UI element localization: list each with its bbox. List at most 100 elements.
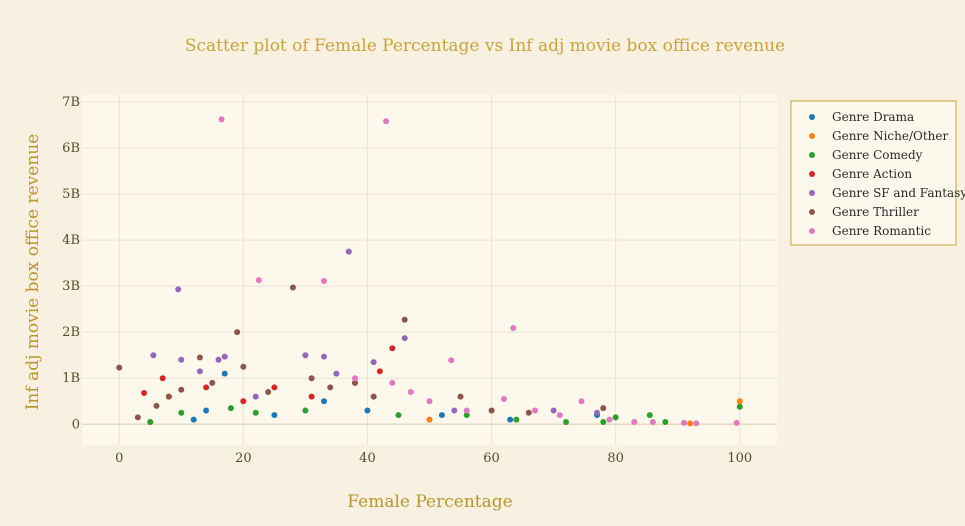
data-point xyxy=(178,409,185,416)
data-point xyxy=(203,384,210,391)
series-genre-sf-and-fantasy xyxy=(150,248,601,416)
data-point xyxy=(401,335,408,342)
legend-marker xyxy=(809,171,815,177)
data-point xyxy=(255,277,262,284)
y-tick-label: 3B xyxy=(62,279,80,294)
data-point xyxy=(178,386,185,393)
legend-entry: Genre Drama xyxy=(832,110,914,124)
data-point xyxy=(345,248,352,255)
legend-marker xyxy=(809,209,815,215)
legend-marker xyxy=(809,114,815,120)
data-point xyxy=(252,393,259,400)
legend-entry: Genre Comedy xyxy=(832,148,923,162)
data-point xyxy=(165,393,172,400)
data-point xyxy=(218,116,225,123)
data-point xyxy=(302,407,309,414)
data-point xyxy=(606,416,613,423)
legend-entry: Genre Romantic xyxy=(832,224,931,238)
data-point xyxy=(271,384,278,391)
data-point xyxy=(308,393,315,400)
data-point xyxy=(327,384,334,391)
y-tick-label: 4B xyxy=(62,233,80,248)
data-point xyxy=(252,409,259,416)
series-genre-romantic xyxy=(218,116,740,427)
data-point xyxy=(507,416,514,423)
data-point xyxy=(203,407,210,414)
x-axis-title: Female Percentage xyxy=(347,492,512,512)
data-point xyxy=(500,395,507,402)
data-point xyxy=(563,418,570,425)
x-tick-label: 80 xyxy=(607,451,624,466)
y-tick-label: 7B xyxy=(62,95,80,110)
data-point xyxy=(525,409,532,416)
data-point xyxy=(240,398,247,405)
chart-title: Scatter plot of Female Percentage vs Inf… xyxy=(185,36,785,56)
legend-entry: Genre Action xyxy=(832,167,912,181)
legend-marker xyxy=(809,152,815,158)
data-point xyxy=(687,420,694,427)
data-point xyxy=(463,412,470,419)
data-point xyxy=(389,345,396,352)
legend: Genre Drama Genre Niche/Other Genre Comedy… xyxy=(790,100,965,246)
data-point xyxy=(578,398,585,405)
data-point xyxy=(333,370,340,377)
data-point xyxy=(448,357,455,364)
data-point xyxy=(215,356,222,363)
data-point xyxy=(141,389,148,396)
legend-marker xyxy=(809,190,815,196)
data-point xyxy=(302,352,309,359)
legend-marker xyxy=(809,133,815,139)
data-point xyxy=(150,352,157,359)
data-point xyxy=(463,407,470,414)
data-point xyxy=(383,118,390,125)
x-tick-label: 100 xyxy=(727,451,752,466)
data-point xyxy=(364,407,371,414)
data-point xyxy=(510,325,517,332)
gridlines xyxy=(82,95,777,445)
y-tick-label: 1B xyxy=(62,371,80,386)
data-point xyxy=(600,418,607,425)
data-point xyxy=(594,409,601,416)
data-point xyxy=(147,418,154,425)
x-tick-labels: 0 20 40 60 80 100 xyxy=(115,451,752,466)
data-point xyxy=(352,375,359,382)
y-tick-label: 0 xyxy=(72,417,80,432)
legend-box xyxy=(790,100,957,246)
data-point xyxy=(196,368,203,375)
data-point xyxy=(190,416,197,423)
data-point xyxy=(426,416,433,423)
data-point xyxy=(321,353,328,360)
x-tick-label: 40 xyxy=(359,451,376,466)
data-point xyxy=(221,370,228,377)
data-point xyxy=(370,393,377,400)
data-point xyxy=(556,412,563,419)
x-tick-label: 20 xyxy=(235,451,252,466)
data-point xyxy=(631,418,638,425)
data-point xyxy=(209,379,216,386)
x-tick-label: 60 xyxy=(483,451,500,466)
data-point xyxy=(513,416,520,423)
data-point xyxy=(234,329,241,336)
y-tick-labels: 0 1B 2B 3B 4B 5B 6B 7B xyxy=(62,95,80,432)
y-axis-title: Inf adj movie box office revenue xyxy=(23,134,43,411)
data-point xyxy=(271,412,278,419)
y-tick-label: 2B xyxy=(62,325,80,340)
data-point xyxy=(407,389,414,396)
data-point xyxy=(196,354,203,361)
data-point xyxy=(612,414,619,421)
data-point xyxy=(159,375,166,382)
data-point xyxy=(736,398,743,405)
legend-marker xyxy=(809,228,815,234)
data-point xyxy=(550,407,557,414)
legend-items: Genre Drama Genre Niche/Other Genre Comedy… xyxy=(809,110,965,238)
data-point xyxy=(600,405,607,412)
data-point xyxy=(426,398,433,405)
data-point xyxy=(693,420,700,427)
data-point xyxy=(457,393,464,400)
data-point xyxy=(134,414,141,421)
data-point xyxy=(646,412,653,419)
legend-entry: Genre SF and Fantasy xyxy=(832,186,965,200)
data-point xyxy=(265,389,272,396)
plot-area xyxy=(82,95,777,445)
data-point xyxy=(649,418,656,425)
